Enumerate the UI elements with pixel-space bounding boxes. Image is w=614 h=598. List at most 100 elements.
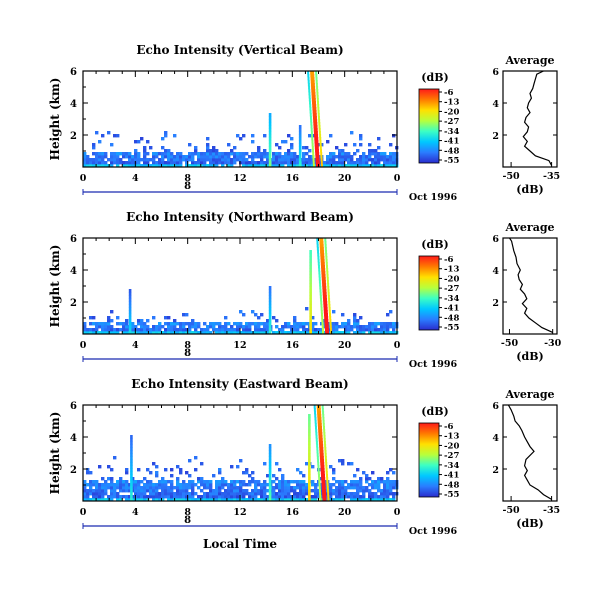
heatmap-cell (275, 462, 279, 466)
heatmap-cell (311, 498, 315, 502)
heatmap-cell (332, 164, 336, 168)
feature-cell (309, 301, 312, 305)
feature-cell (130, 474, 133, 478)
heatmap-cell (302, 489, 306, 493)
heatmap-cell (164, 134, 168, 138)
heatmap-cell (95, 155, 99, 159)
heatmap-cell (368, 331, 372, 335)
heatmap-cell (371, 471, 375, 475)
heatmap-cell (107, 131, 111, 135)
heatmap-cell (113, 161, 117, 165)
feature-halo (309, 116, 312, 120)
heatmap-cell (233, 489, 237, 493)
heatmap-cell (92, 331, 96, 335)
heatmap-cell (356, 468, 360, 472)
heatmap-cell (281, 164, 285, 168)
heatmap-cell (287, 325, 291, 329)
heatmap-cell (335, 155, 339, 159)
heatmap-cell (206, 137, 210, 141)
feature-core (314, 134, 319, 138)
heatmap-cell (224, 498, 228, 502)
heatmap-cell (365, 477, 369, 481)
heatmap-title: Echo Intensity (Eastward Beam) (131, 377, 348, 391)
heatmap-cell (356, 161, 360, 165)
heatmap-cell (170, 328, 174, 332)
heatmap-cell (98, 158, 102, 162)
heatmap-cell (359, 164, 363, 168)
heatmap-cell (101, 486, 105, 490)
heatmap-cell (95, 131, 99, 135)
heatmap-title: Echo Intensity (Vertical Beam) (136, 43, 343, 57)
heatmap-cell (104, 489, 108, 493)
heatmap-cell (377, 137, 381, 141)
heatmap-cell (209, 480, 213, 484)
heatmap-cell (140, 328, 144, 332)
heatmap-cell (110, 155, 114, 159)
feature-halo (308, 89, 311, 93)
feature-core (321, 489, 326, 493)
heatmap-cell (98, 164, 102, 168)
heatmap-cell (347, 152, 351, 156)
heatmap-cell (149, 483, 153, 487)
heatmap-cell (89, 489, 93, 493)
heatmap-cell (116, 155, 120, 159)
heatmap-cell (353, 486, 357, 490)
heatmap-cell (215, 331, 219, 335)
heatmap-cell (266, 155, 270, 159)
feature-cell (308, 417, 311, 421)
heatmap-cell (236, 325, 240, 329)
heatmap-cell (287, 152, 291, 156)
heatmap-cell (122, 331, 126, 335)
heatmap-cell (248, 474, 252, 478)
heatmap-cell (86, 164, 90, 168)
heatmap-cell (164, 152, 168, 156)
feature-halo (323, 438, 326, 442)
heatmap-cell (176, 328, 180, 332)
heatmap-cell (386, 322, 390, 326)
heatmap-cell (89, 486, 93, 490)
heatmap-cell (335, 161, 339, 165)
colorbar (418, 88, 440, 164)
heatmap-cell (95, 152, 99, 156)
heatmap-cell (152, 486, 156, 490)
heatmap-cell (128, 164, 132, 168)
feature-core (315, 152, 320, 156)
x-tick-label: 8 (184, 507, 191, 518)
heatmap-cell (215, 492, 219, 496)
heatmap-cell (164, 131, 168, 135)
heatmap-cell (353, 474, 357, 478)
heatmap-cell (302, 486, 306, 490)
feature-halo (321, 325, 324, 329)
heatmap-cell (176, 492, 180, 496)
heatmap-cell (218, 161, 222, 165)
heatmap-cell (296, 325, 300, 329)
heatmap-cell (338, 152, 342, 156)
heatmap-cell (227, 158, 231, 162)
feature-core (322, 292, 327, 296)
heatmap-cell (311, 325, 315, 329)
heatmap-cell (275, 158, 279, 162)
heatmap-cell (170, 161, 174, 165)
feature-halo (317, 256, 320, 260)
heatmap-cell (278, 483, 282, 487)
heatmap-cell (239, 152, 243, 156)
heatmap-cell (341, 155, 345, 159)
heatmap-cell (101, 495, 105, 499)
heatmap-cell (200, 155, 204, 159)
feature-core (320, 471, 325, 475)
heatmap-cell (125, 471, 129, 475)
feature-cell (130, 465, 133, 469)
heatmap-cell (224, 492, 228, 496)
feature-halo (325, 253, 328, 257)
heatmap-cell (107, 465, 111, 469)
heatmap-cell (242, 492, 246, 496)
feature-halo (326, 477, 329, 481)
feature-cell (128, 328, 132, 332)
heatmap-cell (335, 331, 339, 335)
heatmap-cell (167, 164, 171, 168)
heatmap-cell (362, 152, 366, 156)
feature-halo (326, 489, 329, 493)
feature-cell (308, 477, 311, 481)
heatmap-cell (188, 155, 192, 159)
heatmap-cell (170, 486, 174, 490)
